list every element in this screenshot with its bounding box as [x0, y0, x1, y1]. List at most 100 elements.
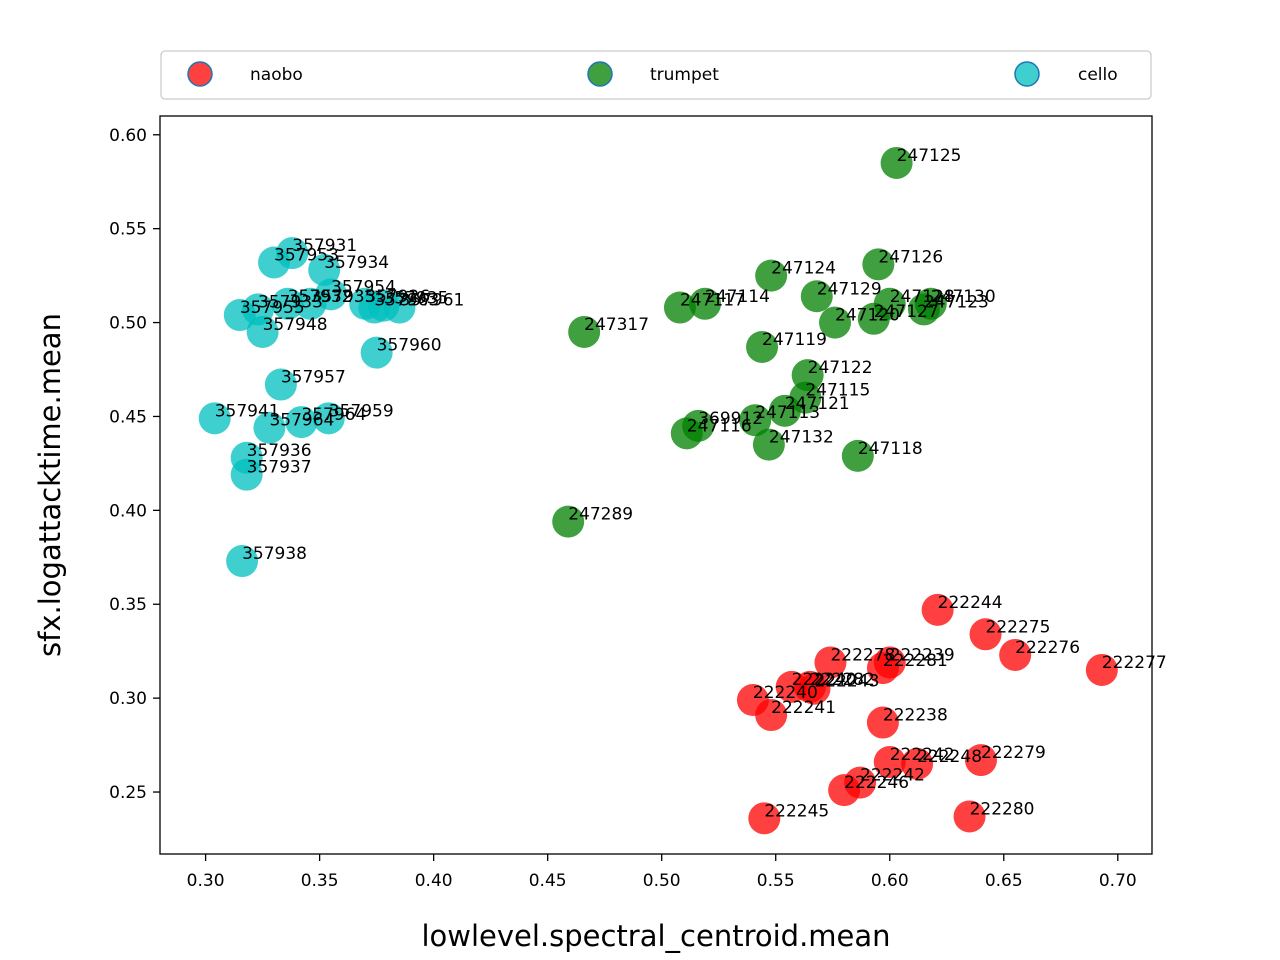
- point-label: 222282: [810, 670, 875, 690]
- legend-marker-cello: [1014, 61, 1040, 87]
- data-point-cello: [271, 287, 304, 320]
- data-point-trumpet: [841, 439, 874, 472]
- data-point-cello: [198, 402, 231, 435]
- x-tick-label: 0.45: [529, 871, 567, 891]
- point-label: 222275: [986, 617, 1051, 637]
- point-label: 357931: [292, 236, 357, 256]
- point-label: 247117: [680, 291, 745, 311]
- point-label: 247120: [835, 306, 900, 326]
- point-label: 357964: [269, 411, 334, 431]
- x-tick-label: 0.70: [1099, 871, 1137, 891]
- point-label: 247130: [931, 287, 996, 307]
- point-label: 222240: [792, 670, 857, 690]
- plot-frame: [159, 115, 1153, 855]
- point-label: 247119: [762, 330, 827, 350]
- point-labels: 2222442222752222762222772222782222392222…: [215, 146, 1167, 821]
- data-point-trumpet: [739, 404, 772, 437]
- data-point-trumpet: [862, 248, 895, 281]
- data-point-trumpet: [568, 315, 601, 348]
- data-point-naobo: [755, 699, 788, 732]
- point-label: 222276: [1015, 638, 1080, 658]
- point-label: 357953: [274, 245, 339, 265]
- data-point-trumpet: [670, 417, 703, 450]
- y-axis-title: sfx.logattacktime.mean: [33, 313, 67, 657]
- point-label: 247128: [890, 287, 955, 307]
- point-label: 222243: [814, 672, 879, 692]
- data-point-cello: [308, 253, 341, 286]
- point-label: 222279: [981, 743, 1046, 763]
- x-axis-ticks: 0.30 0.35 0.40 0.45 0.50 0.55 0.60 0.65 0.70: [187, 854, 1137, 891]
- point-label: 222245: [764, 801, 829, 821]
- x-axis-title: lowlevel.spectral_centroid.mean: [421, 919, 890, 953]
- point-label: 247317: [584, 315, 649, 335]
- data-point-cello: [258, 246, 291, 279]
- point-label: 357935: [311, 287, 376, 307]
- data-point-trumpet: [800, 280, 833, 313]
- point-label: 222280: [970, 799, 1035, 819]
- data-point-naobo: [901, 747, 934, 780]
- data-point-cello: [230, 458, 263, 491]
- point-label: 357937: [247, 458, 312, 478]
- legend: naobo trumpet cello: [160, 50, 1152, 100]
- data-point-cello: [285, 406, 318, 439]
- point-label: 357954: [331, 277, 396, 297]
- data-point-naobo: [873, 745, 906, 778]
- data-point-naobo: [953, 800, 986, 833]
- point-label: 357934: [324, 253, 389, 273]
- y-tick-label: 0.60: [109, 126, 147, 146]
- point-label: 357938: [242, 544, 307, 564]
- x-tick-label: 0.55: [757, 871, 795, 891]
- point-label: 357957: [281, 368, 346, 388]
- point-label: 247129: [817, 279, 882, 299]
- point-label: 357963: [374, 291, 439, 311]
- data-point-trumpet: [857, 302, 890, 335]
- data-point-naobo: [921, 593, 954, 626]
- legend-label: naobo: [250, 65, 303, 85]
- point-label: 222278: [830, 645, 895, 665]
- data-point-trumpet: [907, 293, 940, 326]
- data-point-trumpet: [768, 394, 801, 427]
- point-label: 247127: [874, 302, 939, 322]
- point-label: 369912: [698, 409, 763, 429]
- data-point-naobo: [748, 802, 781, 835]
- data-point-naobo: [999, 638, 1032, 671]
- data-point-trumpet: [819, 306, 852, 339]
- data-point-trumpet: [663, 291, 696, 324]
- point-label: 247289: [568, 505, 633, 525]
- data-point-naobo: [798, 672, 831, 705]
- data-point-cello: [367, 289, 400, 322]
- point-label: 357948: [263, 315, 328, 335]
- point-label: 222238: [883, 706, 948, 726]
- point-label: 222239: [890, 645, 955, 665]
- data-point-naobo: [866, 706, 899, 739]
- point-label: 357936: [247, 441, 312, 461]
- point-label: 222244: [938, 593, 1003, 613]
- data-point-naobo: [814, 646, 847, 679]
- point-label: 247123: [924, 292, 989, 312]
- data-point-cello: [360, 336, 393, 369]
- point-label: 222246: [844, 773, 909, 793]
- point-label: 247124: [771, 259, 836, 279]
- legend-box: [160, 50, 1152, 100]
- point-label: 357933: [258, 292, 323, 312]
- data-point-cello: [226, 545, 259, 578]
- data-point-trumpet: [552, 505, 585, 538]
- y-tick-label: 0.25: [109, 783, 147, 803]
- point-label: 357955: [240, 298, 305, 318]
- y-tick-label: 0.40: [109, 501, 147, 521]
- point-label: 247115: [805, 381, 870, 401]
- point-label: 357959: [329, 401, 394, 421]
- x-tick-label: 0.65: [985, 871, 1023, 891]
- point-label: 357960: [377, 336, 442, 356]
- point-label: 222242: [890, 745, 955, 765]
- data-point-cello: [223, 299, 256, 332]
- point-label: 357964: [301, 405, 366, 425]
- y-tick-label: 0.35: [109, 595, 147, 615]
- y-axis-ticks: 0.25 0.30 0.35 0.40 0.45 0.50 0.55 0.60: [109, 126, 160, 803]
- data-point-naobo: [1085, 653, 1118, 686]
- point-label: 222241: [771, 698, 836, 718]
- data-point-cello: [294, 287, 327, 320]
- point-label: 222242: [860, 766, 925, 786]
- point-label: 247122: [808, 358, 873, 378]
